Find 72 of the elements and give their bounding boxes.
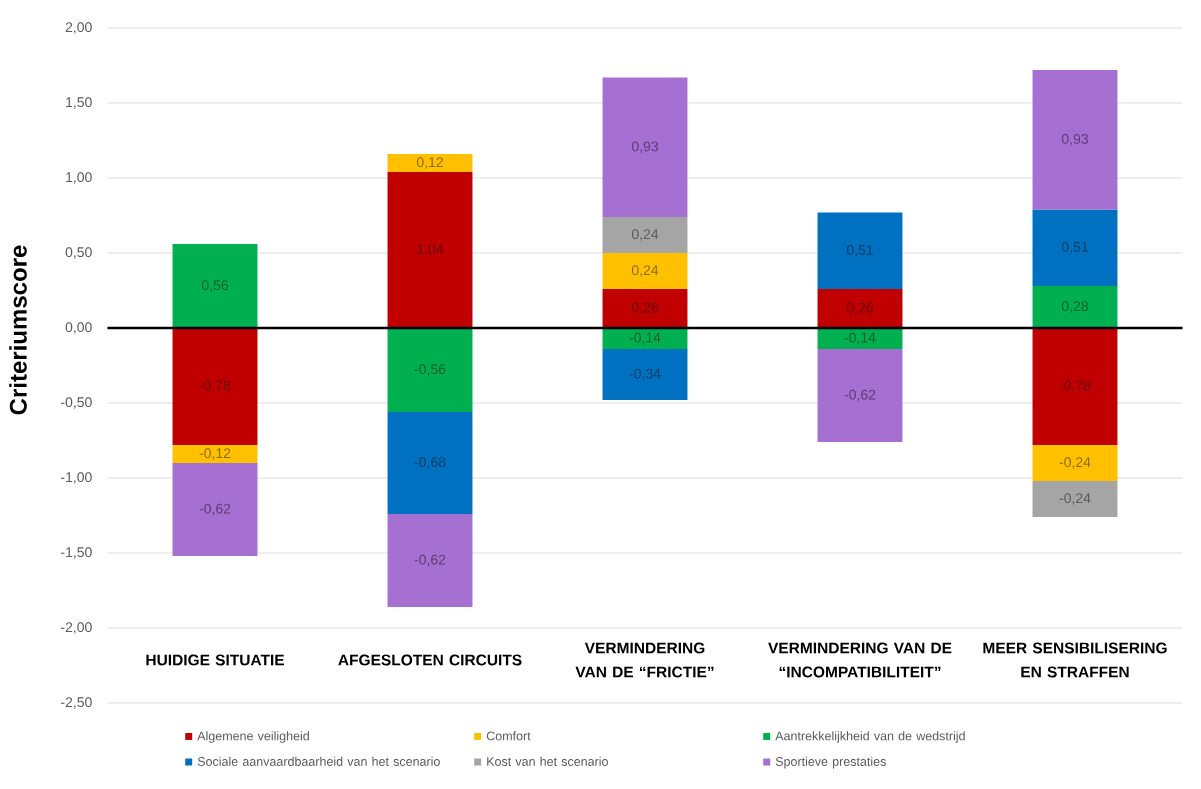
bar <box>387 153 473 172</box>
data-label: -0,34 <box>629 368 661 381</box>
data-label: -0,62 <box>844 389 876 402</box>
data-label: 0,93 <box>631 141 658 154</box>
bar <box>387 411 473 514</box>
data-label: 0,51 <box>846 244 873 257</box>
data-label: 0,56 <box>201 280 229 292</box>
data-label: 0,26 <box>631 302 658 315</box>
data-label: 1,04 <box>417 244 444 256</box>
legend-label: Algemene veiligheid <box>197 731 309 743</box>
data-label: 0,24 <box>631 229 659 241</box>
data-label: 0,12 <box>416 157 443 169</box>
y-tick-label: -1,00 <box>61 472 92 484</box>
data-label: -0,78 <box>1059 380 1091 393</box>
y-tick-label: 1,50 <box>66 97 92 109</box>
y-tick-label: -1,50 <box>61 547 92 559</box>
data-label: -0,78 <box>199 380 231 393</box>
y-tick-label: -0,50 <box>61 397 92 409</box>
bar <box>172 444 258 463</box>
data-label: 0,93 <box>1061 133 1088 146</box>
bar <box>387 171 473 328</box>
data-label: 0,26 <box>846 302 873 315</box>
bar <box>602 216 688 253</box>
bar <box>817 327 903 349</box>
bar <box>602 348 688 400</box>
bar <box>817 212 903 289</box>
bar <box>602 252 688 289</box>
bar <box>172 243 258 328</box>
bar <box>1032 480 1118 517</box>
bar <box>602 288 688 328</box>
y-tick-label: -2,50 <box>61 697 92 709</box>
bar <box>602 77 688 217</box>
data-label: 0,51 <box>1061 241 1088 254</box>
bar <box>1032 327 1118 445</box>
bar <box>1032 209 1118 286</box>
legend-label: Sportieve prestaties <box>775 756 886 769</box>
data-label: -0,62 <box>199 503 231 516</box>
y-tick-label: 1,00 <box>66 172 92 184</box>
data-label: -0,56 <box>414 364 446 376</box>
legend-label: Aantrekkelijkheid van de wedstrijd <box>775 731 965 743</box>
data-label: -0,24 <box>1059 493 1091 505</box>
x-tick-label: VERMINDERING VAN DE “FRICTIE” <box>575 642 714 678</box>
bar <box>387 327 473 412</box>
legend-label: Comfort <box>486 731 531 741</box>
y-axis-title: Criteriumscore <box>9 245 27 415</box>
y-tick-label: 0,00 <box>65 322 92 334</box>
data-label: 0,28 <box>1061 301 1089 313</box>
bar <box>817 288 903 328</box>
data-label: 0,24 <box>631 265 659 277</box>
bar <box>1032 285 1118 328</box>
y-tick-label: 2,00 <box>65 22 92 34</box>
y-tick-label: -2,00 <box>61 622 92 634</box>
x-tick-label: AFGESLOTEN CIRCUITS <box>338 654 522 666</box>
x-tick-label: VERMINDERING VAN DE “INCOMPATIBILITEIT” <box>768 642 952 678</box>
bar <box>1032 444 1118 481</box>
bar <box>602 327 688 349</box>
bar <box>172 327 258 445</box>
data-label: -0,24 <box>1059 457 1091 469</box>
y-tick-label: 0,50 <box>65 247 92 259</box>
data-label: -0,14 <box>844 332 876 345</box>
data-label: -0,68 <box>414 457 446 469</box>
bar <box>817 348 903 442</box>
x-tick-label: HUIDIGE SITUATIE <box>146 654 285 666</box>
x-tick-label: MEER SENSIBILISERING EN STRAFFEN <box>983 642 1167 678</box>
bar <box>172 462 258 556</box>
legend-label: Kost van het scenario <box>487 756 608 766</box>
legend-label: Sociale aanvaardbaarheid van het scenario <box>197 756 440 766</box>
bar <box>387 513 473 607</box>
data-label: -0,14 <box>629 332 661 345</box>
data-label: -0,12 <box>199 448 231 460</box>
data-label: -0,62 <box>414 554 446 567</box>
bar <box>1032 69 1118 210</box>
